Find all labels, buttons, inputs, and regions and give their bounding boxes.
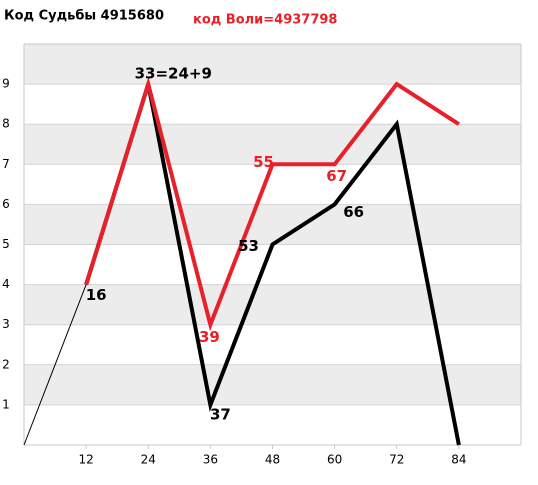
annotation: 55: [253, 153, 274, 171]
y-tick-label: 4: [2, 277, 10, 291]
grid-band: [24, 164, 521, 205]
y-tick-label: 3: [2, 317, 10, 331]
x-tick-label: 24: [141, 453, 156, 467]
x-tick-label: 12: [78, 453, 93, 467]
x-tick-label: 84: [451, 453, 466, 467]
annotation: 66: [343, 203, 364, 221]
y-tick-label: 1: [2, 397, 10, 411]
annotation: 67: [326, 167, 347, 185]
annotation: 33=24+9: [135, 65, 212, 83]
y-tick-label: 6: [2, 197, 10, 211]
y-tick-label: 7: [2, 157, 10, 171]
grid-band: [24, 364, 521, 405]
x-tick-label: 48: [265, 453, 280, 467]
grid-band: [24, 244, 521, 285]
y-tick-label: 2: [2, 357, 10, 371]
chart-title: Код Судьбы 4915680: [4, 9, 164, 24]
grid-band: [24, 84, 521, 125]
y-tick-label: 8: [2, 117, 10, 131]
grid-band: [24, 124, 521, 165]
grid-band: [24, 44, 521, 85]
grid-band: [24, 324, 521, 365]
y-tick-label: 5: [2, 237, 10, 251]
x-tick-label: 36: [203, 453, 218, 467]
annotation: 37: [210, 405, 231, 423]
grid-band: [24, 404, 521, 445]
x-tick-label: 60: [327, 453, 342, 467]
annotation: 53: [238, 237, 259, 255]
chart-subtitle: код Воли=4937798: [193, 13, 337, 28]
grid-band: [24, 284, 521, 325]
series-line: [84, 76, 460, 332]
annotation: 39: [199, 328, 220, 346]
annotation: 16: [86, 286, 107, 304]
x-tick-label: 72: [389, 453, 404, 467]
plot-bands: [24, 44, 521, 445]
y-tick-label: 9: [2, 77, 10, 91]
series-line: [23, 284, 87, 446]
